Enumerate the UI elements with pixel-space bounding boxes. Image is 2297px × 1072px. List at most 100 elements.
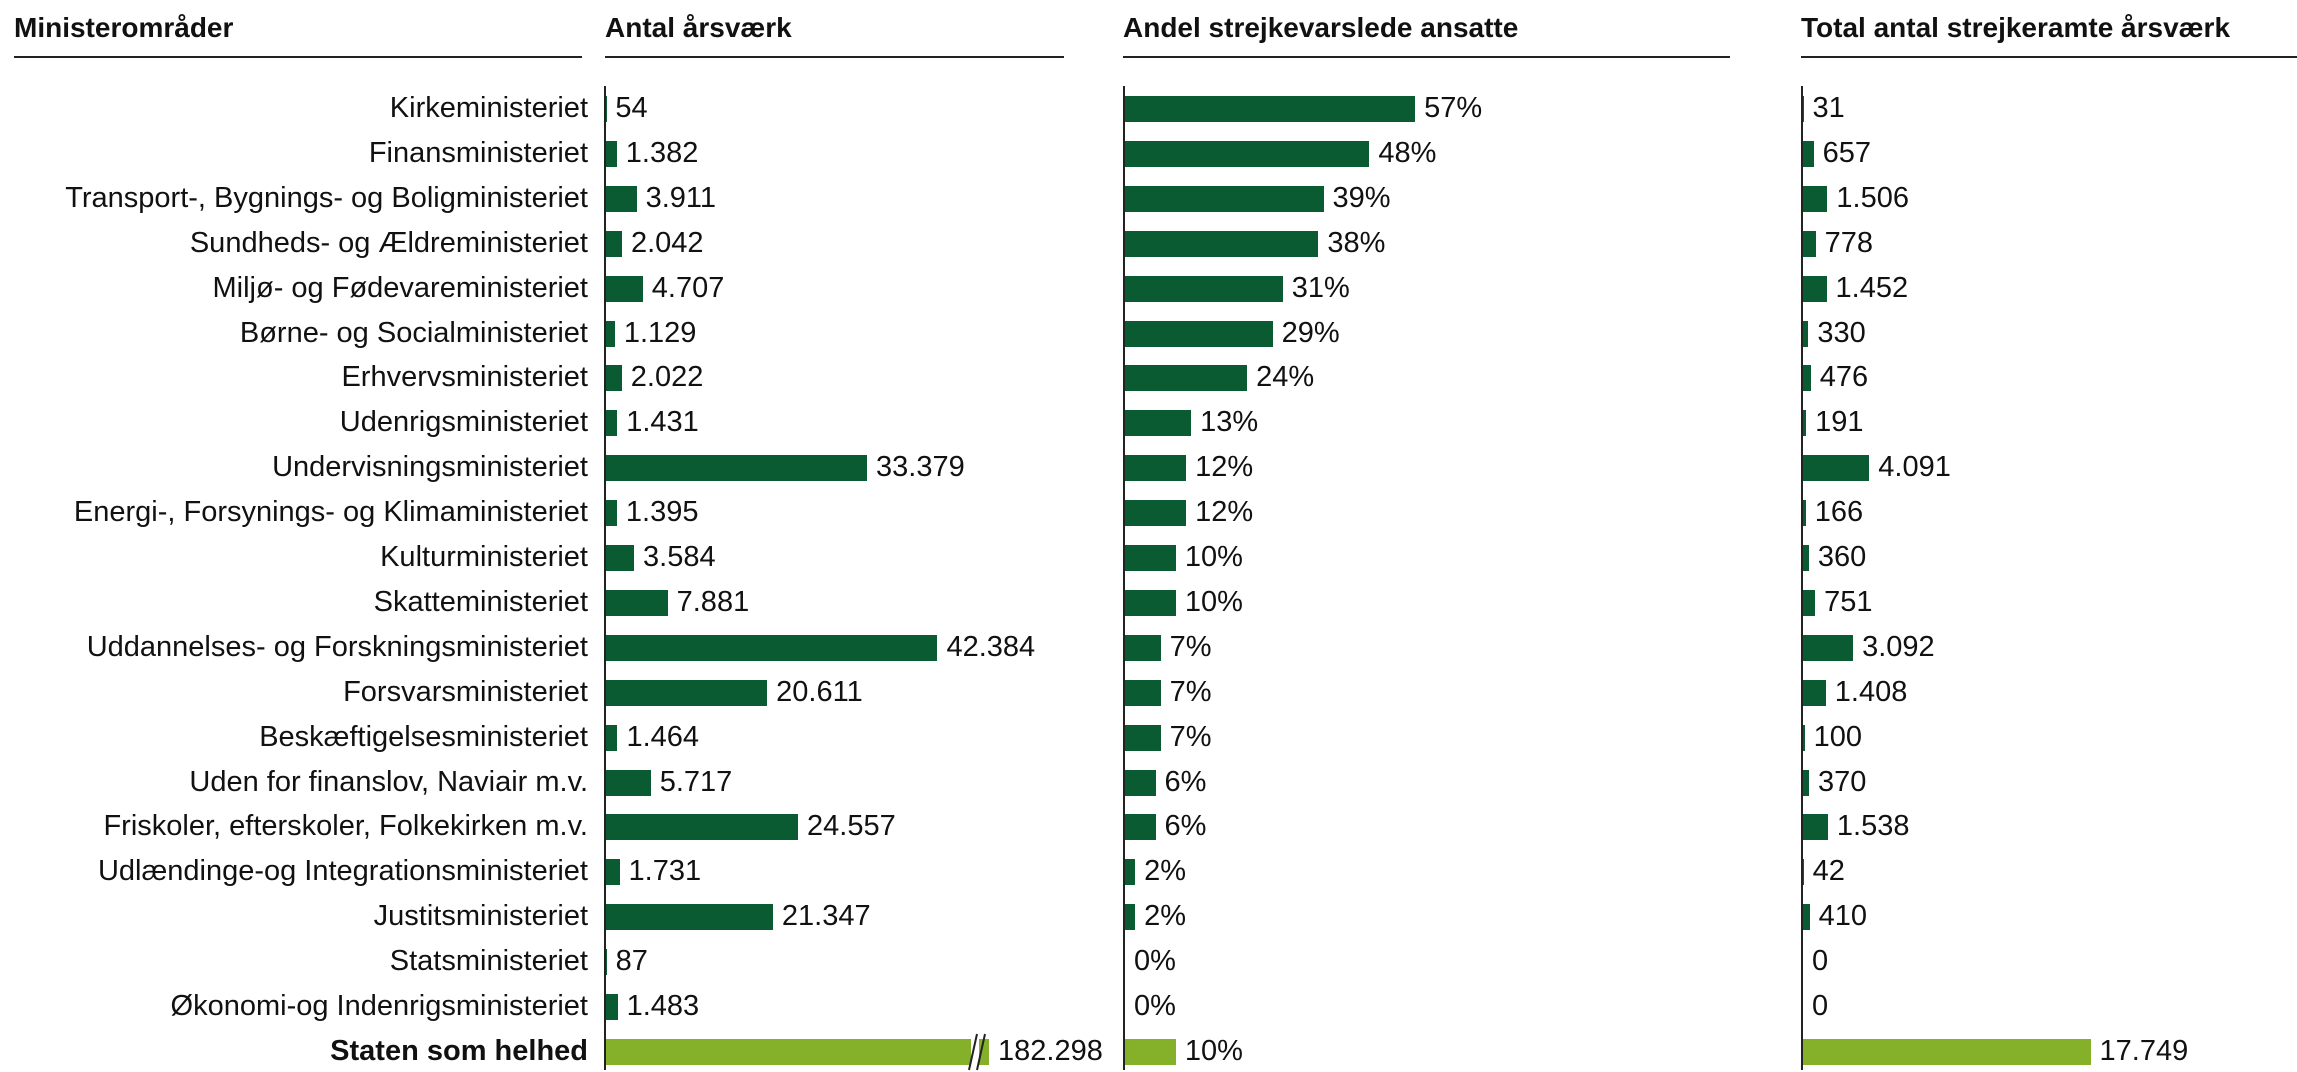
value-label-andel: 10% bbox=[1185, 586, 1243, 619]
header-rule-3 bbox=[1123, 56, 1730, 58]
value-label-antal: 4.707 bbox=[652, 272, 725, 305]
value-label-andel: 29% bbox=[1282, 317, 1340, 350]
value-label-antal: 1.731 bbox=[629, 855, 702, 888]
header-andel-strejkevarslede: Andel strejkevarslede ansatte bbox=[1123, 12, 1518, 44]
value-label-antal: 2.042 bbox=[631, 227, 704, 260]
bar-total bbox=[1803, 590, 1815, 616]
bar-total bbox=[1803, 365, 1811, 391]
value-label-antal: 3.911 bbox=[646, 182, 716, 215]
bar-total bbox=[1803, 770, 1809, 796]
bar-total bbox=[1803, 904, 1810, 930]
bar-andel bbox=[1125, 590, 1176, 616]
category-label: Forsvarsministeriet bbox=[343, 676, 588, 709]
category-label: Uddannelses- og Forskningsministeriet bbox=[87, 631, 588, 664]
category-label: Uden for finanslov, Naviair m.v. bbox=[189, 766, 588, 799]
bar-andel bbox=[1125, 410, 1191, 436]
bar-total bbox=[1803, 635, 1853, 661]
value-label-antal: 1.382 bbox=[626, 137, 699, 170]
value-label-total: 360 bbox=[1818, 541, 1866, 574]
bar-antal bbox=[606, 635, 937, 661]
bar-total bbox=[1803, 276, 1827, 302]
value-label-total: 657 bbox=[1823, 137, 1871, 170]
bar-andel bbox=[1125, 635, 1161, 661]
value-label-total: 330 bbox=[1817, 317, 1865, 350]
category-label: Statsministeriet bbox=[390, 945, 588, 978]
value-label-andel: 6% bbox=[1165, 810, 1207, 843]
value-label-antal: 42.384 bbox=[946, 631, 1035, 664]
value-label-antal: 1.464 bbox=[626, 721, 699, 754]
value-label-antal: 1.483 bbox=[627, 990, 700, 1023]
category-label: Kirkeministeriet bbox=[390, 92, 588, 125]
value-label-andel: 12% bbox=[1195, 496, 1253, 529]
bar-antal bbox=[606, 904, 773, 930]
bar-antal bbox=[606, 455, 867, 481]
value-label-total: 1.408 bbox=[1835, 676, 1908, 709]
bar-antal bbox=[606, 276, 643, 302]
bar-andel bbox=[1125, 96, 1415, 122]
bar-andel bbox=[1125, 186, 1324, 212]
category-label: Skatteministeriet bbox=[374, 586, 588, 619]
value-label-antal: 5.717 bbox=[660, 766, 733, 799]
bar-antal bbox=[606, 545, 634, 571]
category-label: Miljø- og Fødevareministeriet bbox=[213, 272, 588, 305]
category-label: Finansministeriet bbox=[369, 137, 588, 170]
value-label-andel: 6% bbox=[1165, 766, 1207, 799]
bar-total bbox=[1803, 231, 1816, 257]
bar-antal bbox=[606, 590, 668, 616]
value-label-total: 3.092 bbox=[1862, 631, 1935, 664]
value-label-andel: 57% bbox=[1424, 92, 1482, 125]
bar-total bbox=[1803, 500, 1806, 526]
category-label: Børne- og Socialministeriet bbox=[240, 317, 588, 350]
bar-antal bbox=[606, 770, 651, 796]
value-label-andel: 7% bbox=[1170, 631, 1212, 664]
value-label-total: 370 bbox=[1818, 766, 1866, 799]
bar-total bbox=[1803, 186, 1827, 212]
value-label-antal: 54 bbox=[615, 92, 647, 125]
bar-andel bbox=[1125, 725, 1161, 751]
bar-andel bbox=[1125, 321, 1273, 347]
bar-antal bbox=[606, 949, 607, 975]
value-label-total: 4.091 bbox=[1878, 451, 1951, 484]
total-value-andel: 10% bbox=[1185, 1035, 1243, 1068]
bar-total bbox=[1803, 725, 1805, 751]
value-label-total: 0 bbox=[1812, 945, 1828, 978]
header-rule-2 bbox=[605, 56, 1064, 58]
bar-total bbox=[1803, 545, 1809, 571]
axis-break-mark bbox=[961, 1032, 991, 1072]
category-label: Erhvervsministeriet bbox=[341, 361, 588, 394]
category-label: Undervisningsministeriet bbox=[272, 451, 588, 484]
category-label: Transport-, Bygnings- og Boligministerie… bbox=[65, 182, 588, 215]
value-label-total: 1.506 bbox=[1836, 182, 1909, 215]
bar-antal bbox=[606, 321, 615, 347]
category-label: Udlændinge-og Integrationsministeriet bbox=[98, 855, 588, 888]
category-label: Økonomi-og Indenrigsministeriet bbox=[171, 990, 588, 1023]
value-label-total: 751 bbox=[1824, 586, 1872, 619]
bar-andel bbox=[1125, 545, 1176, 571]
category-label: Beskæftigelsesministeriet bbox=[259, 721, 588, 754]
category-label: Kulturministeriet bbox=[380, 541, 588, 574]
value-label-andel: 2% bbox=[1144, 900, 1186, 933]
value-label-total: 42 bbox=[1813, 855, 1845, 888]
bar-total bbox=[1803, 455, 1869, 481]
value-label-antal: 3.584 bbox=[643, 541, 716, 574]
value-label-antal: 20.611 bbox=[776, 676, 863, 709]
bar-total bbox=[1803, 321, 1808, 347]
total-value-antal: 182.298 bbox=[998, 1035, 1103, 1068]
bar-total bbox=[1803, 680, 1826, 706]
bar-total bbox=[1803, 410, 1806, 436]
category-label: Friskoler, efterskoler, Folkekirken m.v. bbox=[103, 810, 588, 843]
value-label-andel: 7% bbox=[1170, 676, 1212, 709]
bar-antal bbox=[606, 859, 620, 885]
value-label-andel: 48% bbox=[1378, 137, 1436, 170]
value-label-andel: 2% bbox=[1144, 855, 1186, 888]
value-label-antal: 33.379 bbox=[876, 451, 965, 484]
bar-total bbox=[1803, 96, 1804, 122]
bar-andel bbox=[1125, 365, 1247, 391]
bar-antal bbox=[606, 410, 617, 436]
total-bar-antal bbox=[606, 1039, 971, 1065]
bar-andel bbox=[1125, 680, 1161, 706]
bar-andel bbox=[1125, 455, 1186, 481]
bar-andel bbox=[1125, 231, 1318, 257]
value-label-antal: 24.557 bbox=[807, 810, 896, 843]
bar-antal bbox=[606, 231, 622, 257]
